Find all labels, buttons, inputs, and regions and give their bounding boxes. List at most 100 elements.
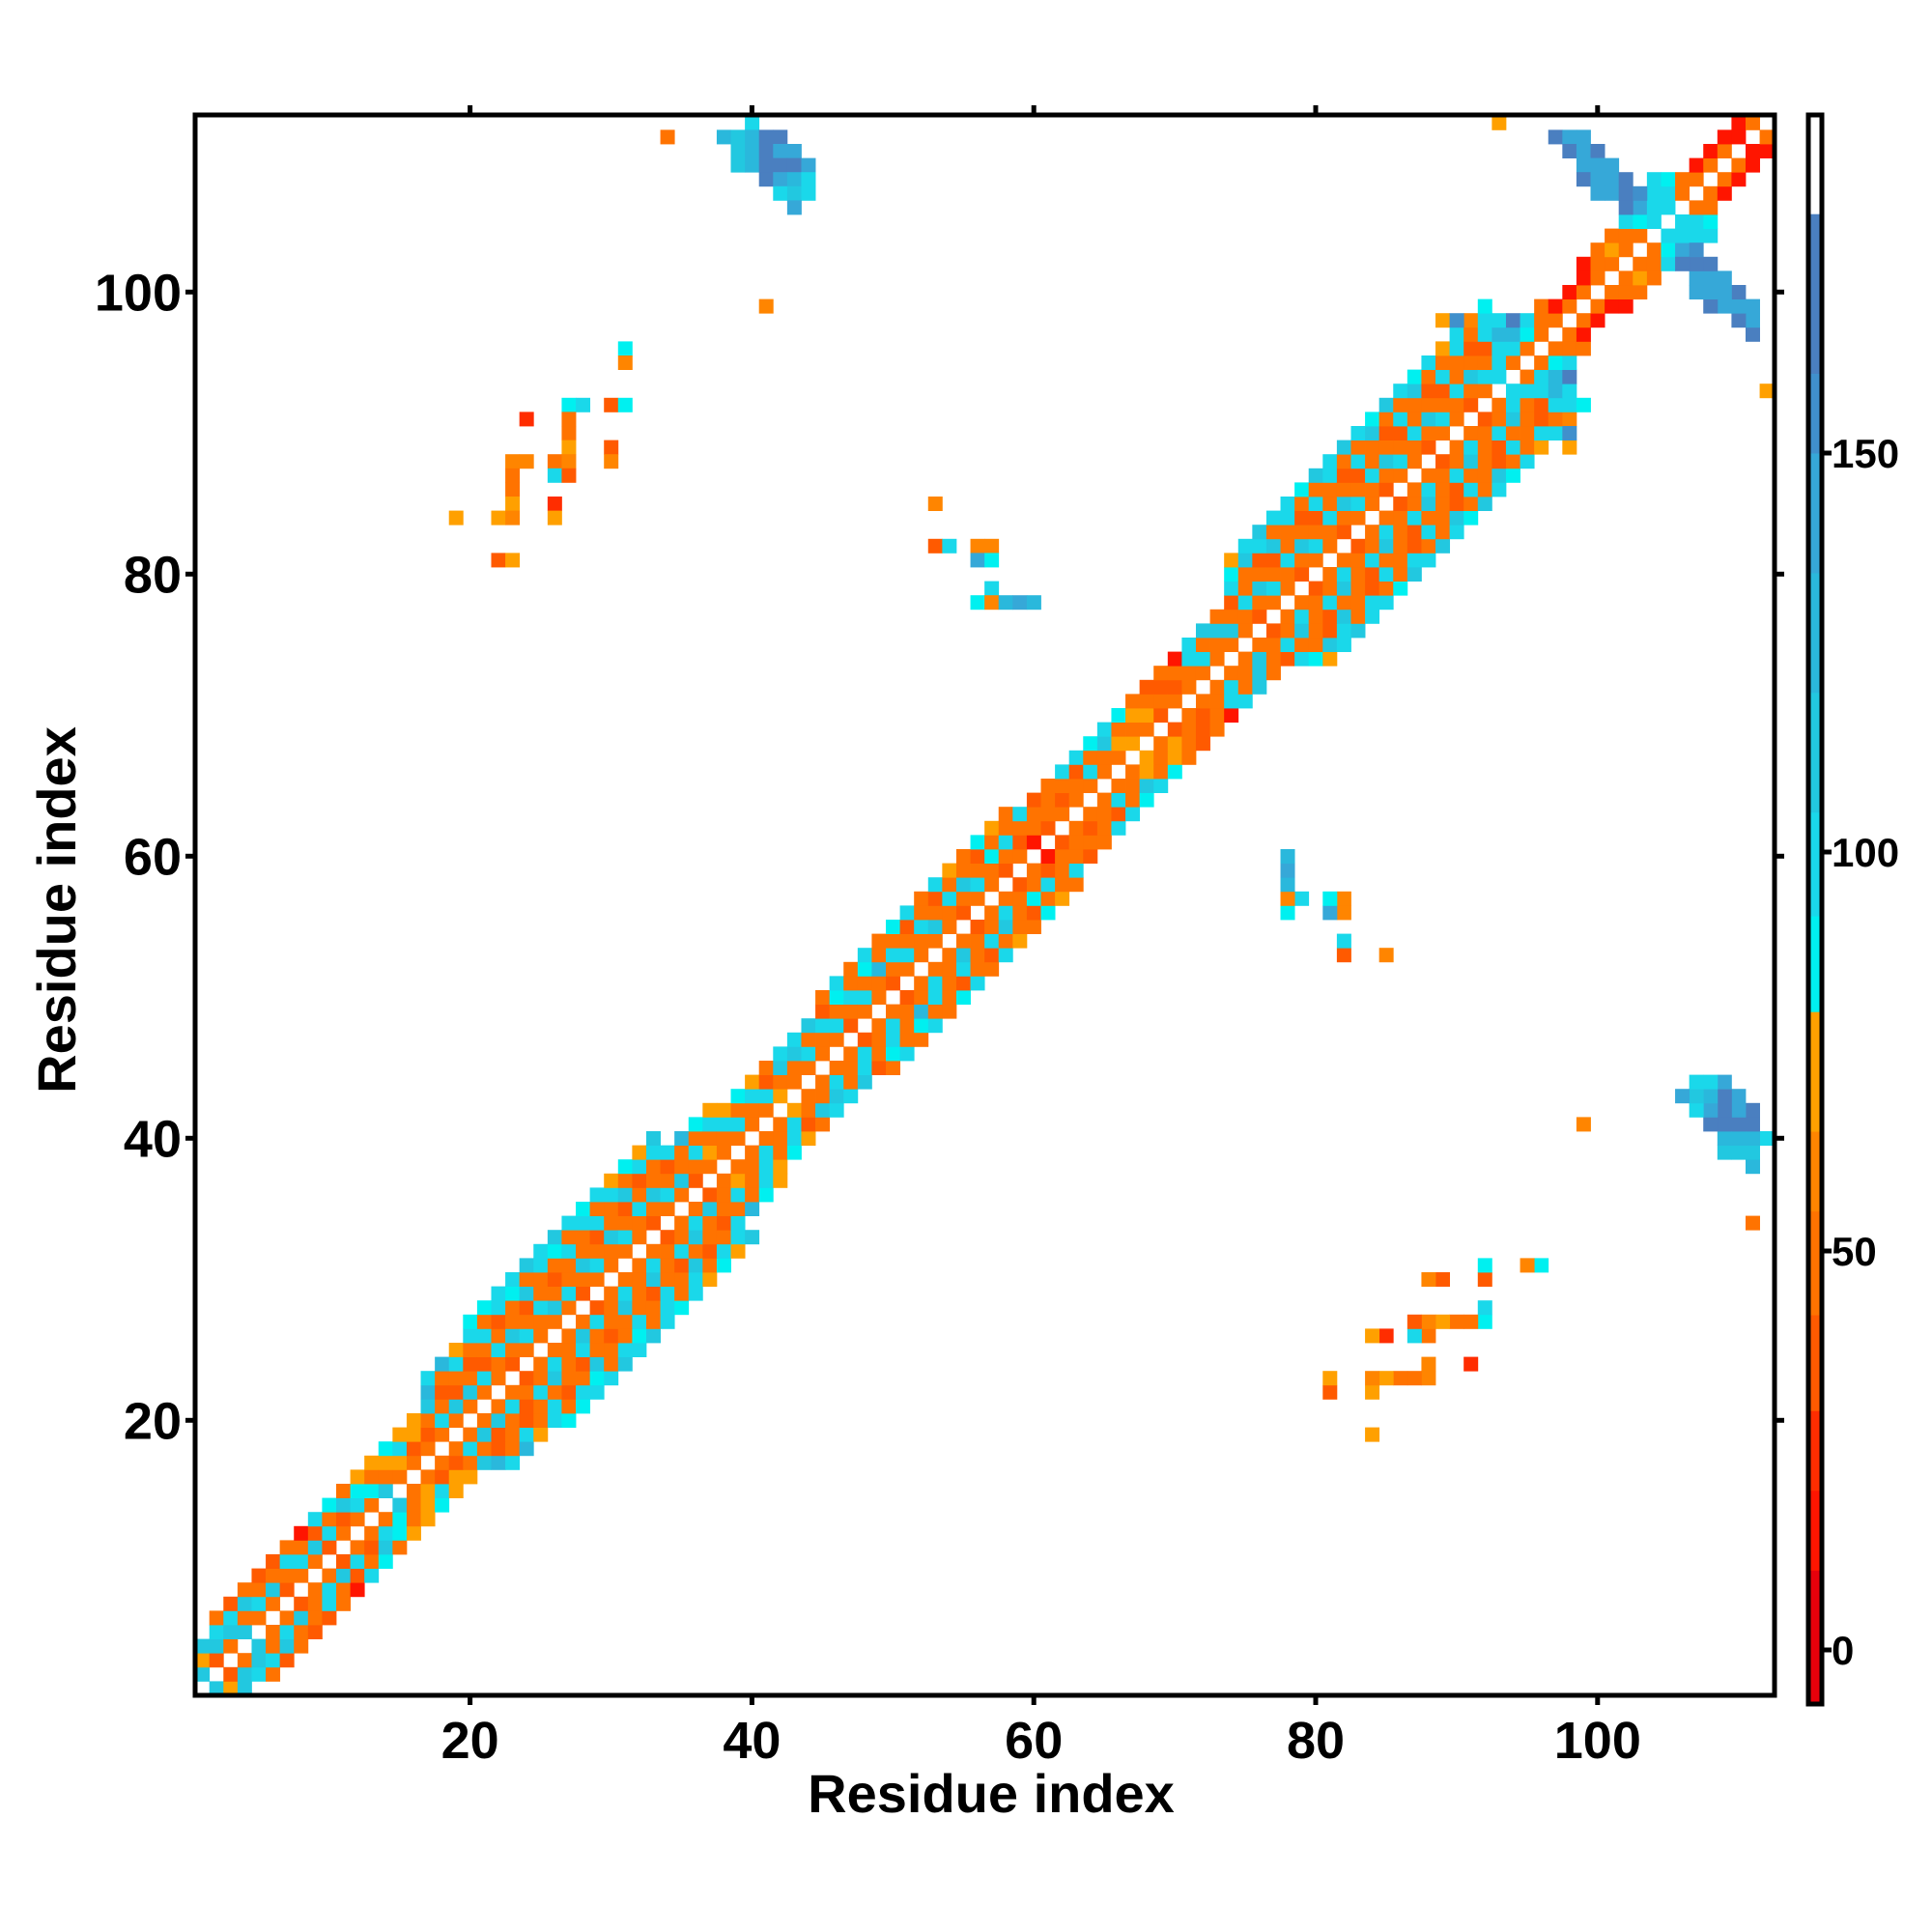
heatmap-cell	[815, 1074, 831, 1090]
heatmap-cell	[279, 1625, 295, 1639]
heatmap-cell	[1350, 426, 1366, 440]
heatmap-cell	[730, 1202, 746, 1216]
heatmap-cell	[294, 1540, 309, 1555]
heatmap-cell	[251, 1610, 267, 1626]
heatmap-cell	[1322, 454, 1338, 469]
heatmap-cell	[1675, 214, 1690, 229]
heatmap-cell	[576, 1356, 591, 1372]
heatmap-cell	[645, 1314, 661, 1329]
heatmap-cell	[547, 454, 562, 469]
heatmap-cell	[1096, 764, 1112, 780]
heatmap-cell	[576, 1371, 591, 1386]
heatmap-cell	[505, 468, 521, 483]
heatmap-cell	[716, 1258, 731, 1273]
heatmap-cell	[1421, 369, 1436, 384]
heatmap-cell	[1280, 849, 1295, 864]
heatmap-cell	[1280, 609, 1295, 624]
heatmap-cell	[617, 1286, 633, 1301]
heatmap-cell	[364, 1469, 380, 1485]
heatmap-cell	[886, 961, 900, 977]
heatmap-cell	[984, 920, 1000, 934]
heatmap-cell	[420, 1413, 436, 1428]
heatmap-cell	[420, 1371, 436, 1386]
heatmap-cell	[1449, 454, 1464, 469]
heatmap-cell	[730, 144, 746, 158]
heatmap-cell	[1252, 638, 1267, 652]
heatmap-cell	[1350, 595, 1366, 611]
heatmap-cell	[1689, 228, 1704, 243]
heatmap-cell	[984, 581, 1000, 596]
heatmap-cell	[1393, 497, 1408, 511]
heatmap-cell	[463, 1399, 478, 1414]
heatmap-cell	[942, 961, 957, 977]
heatmap-cell	[730, 1159, 746, 1175]
heatmap-cell	[1139, 750, 1154, 765]
heatmap-cell	[632, 1328, 647, 1344]
y-tick-label: 100	[95, 264, 182, 322]
heatmap-cell	[1308, 497, 1323, 511]
heatmap-cell	[1195, 736, 1210, 752]
heatmap-cell	[758, 1061, 774, 1075]
heatmap-cell	[745, 1089, 760, 1104]
heatmap-cell	[773, 157, 788, 173]
heatmap-cell	[914, 1018, 929, 1034]
heatmap-cell	[476, 1455, 492, 1470]
heatmap-cell	[1449, 341, 1464, 356]
heatmap-cell	[1336, 567, 1351, 582]
heatmap-cell	[519, 1427, 534, 1442]
heatmap-cell	[378, 1554, 393, 1569]
heatmap-cell	[1294, 510, 1310, 526]
heatmap-cell	[786, 200, 802, 215]
heatmap-cell	[758, 172, 774, 187]
heatmap-cell	[801, 1131, 816, 1146]
colorbar-segment	[1808, 1570, 1822, 1705]
heatmap-cell	[1252, 666, 1267, 681]
heatmap-cell	[1055, 891, 1070, 906]
heatmap-cell	[1012, 877, 1028, 893]
heatmap-cell	[336, 1596, 351, 1611]
heatmap-cell	[1068, 863, 1084, 878]
heatmap-cell	[1505, 440, 1520, 455]
heatmap-cell	[1406, 525, 1422, 540]
heatmap-cell	[1618, 298, 1634, 314]
heatmap-cell	[1083, 820, 1098, 836]
heatmap-cell	[1167, 694, 1182, 709]
heatmap-cell	[1689, 1089, 1704, 1104]
heatmap-cell	[1280, 497, 1295, 511]
heatmap-cell	[1096, 736, 1112, 752]
heatmap-cell	[942, 990, 957, 1005]
heatmap-cell	[1308, 638, 1323, 652]
heatmap-cell	[1096, 722, 1112, 737]
heatmap-cell	[786, 1061, 802, 1075]
heatmap-cell	[1717, 144, 1732, 158]
heatmap-cell	[857, 990, 872, 1005]
heatmap-cell	[505, 1343, 521, 1357]
heatmap-cell	[1463, 1314, 1479, 1329]
heatmap-cell	[801, 185, 816, 201]
heatmap-cell	[1365, 581, 1380, 596]
heatmap-cell	[1717, 1089, 1732, 1104]
heatmap-cell	[1463, 397, 1479, 412]
heatmap-cell	[1505, 468, 1520, 483]
heatmap-cell	[970, 863, 985, 878]
heatmap-cell	[786, 1102, 802, 1118]
colorbar-segment	[1808, 811, 1822, 917]
heatmap-cell	[1294, 553, 1310, 568]
heatmap-cell	[1406, 510, 1422, 526]
heatmap-cell	[1689, 270, 1704, 286]
heatmap-cell	[1012, 933, 1028, 949]
heatmap-cell	[420, 1399, 436, 1414]
heatmap-cell	[1646, 270, 1662, 286]
heatmap-cell	[1618, 242, 1634, 258]
heatmap-cell	[632, 1230, 647, 1245]
heatmap-cell	[392, 1497, 408, 1513]
heatmap-cell	[533, 1272, 549, 1287]
heatmap-cell	[786, 144, 802, 158]
heatmap-cell	[1378, 397, 1394, 412]
heatmap-cell	[561, 1328, 577, 1344]
heatmap-cell	[1435, 525, 1451, 540]
heatmap-cell	[604, 1202, 619, 1216]
heatmap-cell	[1294, 538, 1310, 554]
heatmap-cell	[829, 1004, 844, 1019]
heatmap-cell	[688, 1230, 703, 1245]
